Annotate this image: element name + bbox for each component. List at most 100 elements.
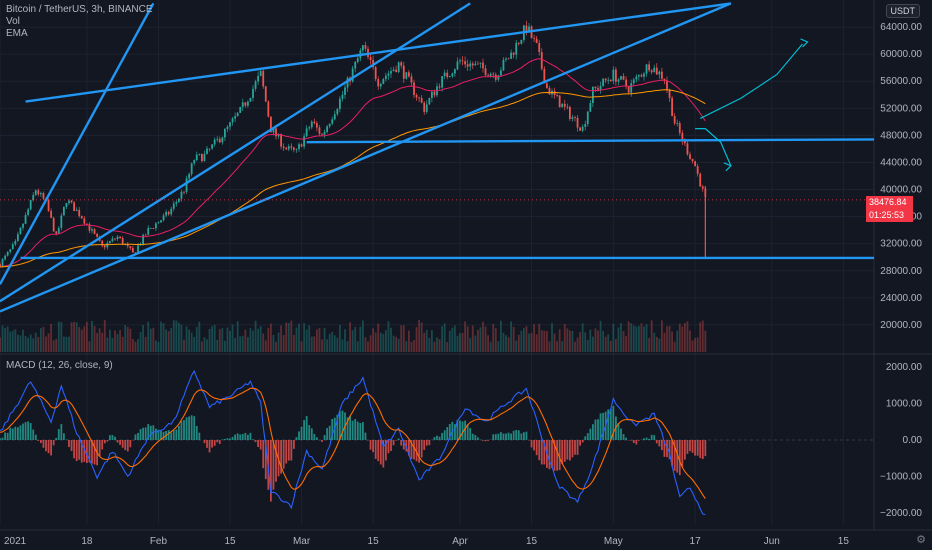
macd-histogram-bar [172,430,175,440]
macd-histogram-bar [586,433,589,440]
macd-histogram-bar [149,425,152,440]
macd-histogram-bar [581,440,584,443]
time-axis-tick: 17 [690,536,702,547]
macd-histogram-bar [331,418,334,440]
volume-bar [280,325,283,352]
candle-body [681,132,684,142]
volume-bar [522,328,525,352]
macd-histogram-bar [152,425,155,440]
macd-histogram-bar [354,419,357,440]
macd-histogram-bar [397,438,400,440]
candle-body [418,97,421,99]
price-axis-tick: 56000.00 [880,76,922,87]
candle-body [479,62,482,64]
volume-bar [47,333,50,352]
volume-bar [231,324,234,352]
volume-bar [576,337,579,352]
volume-bar [369,335,372,352]
symbol-title[interactable]: Bitcoin / TetherUS, 3h, BINANCE [6,4,153,15]
candle-body [390,71,392,74]
macd-histogram-bar [645,437,648,440]
candle-body [16,234,19,241]
volume-bar [121,336,124,352]
macd-histogram-bar [16,427,19,440]
macd-histogram-bar [474,434,477,440]
macd-histogram-bar [535,440,538,456]
macd-histogram-bar [139,429,142,440]
settings-gear-icon[interactable]: ⚙ [916,534,926,546]
volume-bar [62,336,65,352]
macd-histogram-bar [392,440,395,446]
macd-histogram-bar [461,421,464,440]
macd-histogram-bar [129,440,132,448]
volume-bar [589,329,592,352]
volume-bar [292,334,295,352]
macd-histogram-bar [499,432,502,440]
candle-body [101,240,104,246]
macd-histogram-bar [167,430,170,440]
macd-histogram-bar [666,440,668,458]
macd-legend[interactable]: MACD (12, 26, close, 9) [6,360,113,371]
candle-body [356,58,359,62]
volume-bar [515,340,518,352]
volume-bar [387,321,390,352]
time-axis-tick: 15 [224,536,236,547]
macd-histogram-bar [597,419,599,440]
volume-bar [239,336,242,352]
candle-body [650,70,653,73]
vol-label[interactable]: Vol [6,16,20,27]
macd-histogram-bar [576,440,579,455]
macd-histogram-bar [310,428,313,440]
candle-body [556,95,559,96]
volume-bar [290,320,293,352]
candle-body [499,70,502,76]
candle-body [223,128,226,138]
macd-histogram-bar [673,440,676,471]
candle-body [338,98,341,109]
macd-histogram-bar [556,440,559,471]
candle-body [517,42,520,44]
ema-line [0,58,706,268]
macd-histogram-bar [648,438,651,440]
volume-bar [22,329,24,352]
volume-bar [142,324,145,352]
volume-bar [331,331,334,352]
volume-bar [193,336,196,352]
volume-bar [505,335,507,352]
candle-body [172,203,175,209]
candle-body [525,25,528,32]
volume-bar [673,341,676,352]
price-axis-tick: 60000.00 [880,49,922,60]
volume-bar [73,321,76,352]
candle-body [277,134,280,137]
candle-body [563,103,566,107]
macd-histogram-bar [402,440,405,450]
currency-badge[interactable]: USDT [885,4,920,18]
volume-bar [640,323,643,352]
macd-histogram-bar [356,421,359,440]
volume-bar [111,337,114,352]
time-axis-tick: Mar [293,536,311,547]
volume-bar [597,330,599,352]
arrow-head [723,162,732,172]
volume-bar [170,328,173,352]
candle-body [489,73,492,76]
candle-body [668,90,671,98]
volume-bar [487,335,490,352]
ema-label[interactable]: EMA [6,28,28,39]
volume-bar [229,330,231,352]
candle-body [111,238,114,242]
volume-bar [11,330,14,352]
macd-histogram-bar [612,405,615,440]
volume-bar [482,321,484,352]
volume-bar [545,331,548,352]
volume-bar [461,333,464,352]
macd-histogram-bar [374,440,377,459]
macd-histogram-bar [239,434,242,440]
candle-body [658,71,661,75]
macd-histogram-bar [275,440,277,482]
macd-histogram-bar [410,440,413,459]
volume-bar [484,326,487,352]
candle-body [382,79,385,84]
